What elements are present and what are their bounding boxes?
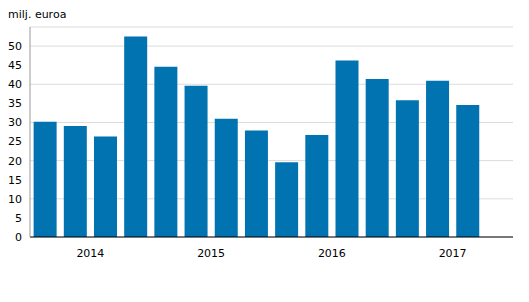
svg-text:25: 25 [8, 135, 22, 148]
svg-text:2015: 2015 [197, 247, 225, 260]
svg-text:30: 30 [8, 116, 22, 129]
svg-text:2017: 2017 [439, 247, 467, 260]
svg-text:15: 15 [8, 174, 22, 187]
html-text:milj. euroa: milj. euroa [8, 8, 67, 21]
svg-text:20: 20 [8, 155, 22, 168]
svg-text:35: 35 [8, 97, 22, 110]
svg-text:2016: 2016 [318, 247, 346, 260]
svg-text:5: 5 [15, 212, 22, 225]
svg-text:45: 45 [8, 59, 22, 72]
svg-text:2014: 2014 [76, 247, 104, 260]
svg-text:0: 0 [15, 231, 22, 244]
svg-text:10: 10 [8, 193, 22, 206]
svg-text:50: 50 [8, 40, 22, 53]
svg-text:40: 40 [8, 78, 22, 91]
